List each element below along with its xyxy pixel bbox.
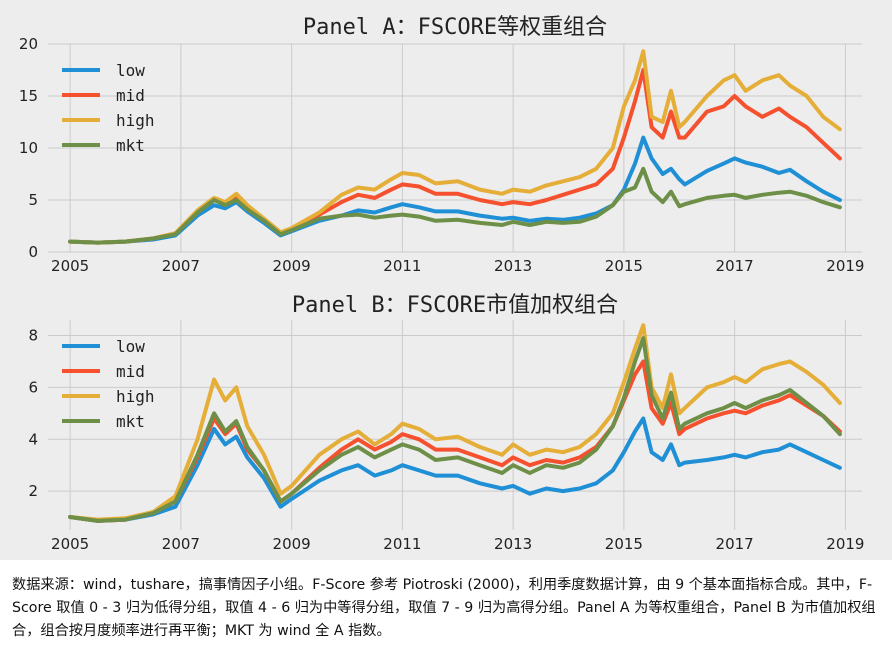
series-line-mkt (68, 336, 842, 523)
x-tick-label: 2013 (494, 257, 532, 275)
x-tick-label: 2019 (826, 535, 864, 553)
x-tick-label: 2009 (273, 257, 311, 275)
x-tick-label: 2005 (51, 257, 89, 275)
figure-caption: 数据来源：wind，tushare，搞事情因子小组。F-Score 参考 Pio… (12, 577, 876, 639)
legend: low mid high mkt (62, 61, 155, 155)
legend-label-mkt: mkt (116, 412, 145, 431)
x-tick-label: 2015 (605, 535, 643, 553)
legend-label-low: low (116, 337, 145, 356)
y-tick-label: 4 (28, 430, 38, 448)
panel-b: Panel B：FSCORE市值加权组合 2005 2007 2009 2011 2013… (28, 293, 864, 553)
y-tick-label: 20 (19, 35, 38, 53)
legend-label-mid: mid (116, 86, 145, 105)
x-tick-label: 2015 (605, 257, 643, 275)
y-tick-label: 0 (28, 243, 38, 261)
figure-background: Panel A：FSCORE等权重组合 2005 2007 2009 2011 2013 2… (0, 0, 892, 560)
legend-label-mkt: mkt (116, 136, 145, 155)
y-tick-label: 8 (28, 327, 38, 345)
x-tick-label: 2005 (51, 535, 89, 553)
y-tick-label: 15 (19, 87, 38, 105)
x-tick-label: 2007 (162, 257, 200, 275)
legend-label-low: low (116, 61, 145, 80)
series-line-mkt (68, 166, 842, 245)
series-line-high (68, 323, 842, 522)
x-tick-label: 2017 (716, 535, 754, 553)
legend-label-high: high (116, 387, 155, 406)
series-line-mid (68, 68, 842, 245)
series-line-mid (68, 359, 842, 523)
legend-label-high: high (116, 111, 155, 130)
series-line-high (68, 49, 842, 245)
y-tick-label: 2 (28, 482, 38, 500)
panel-title: Panel A：FSCORE等权重组合 (303, 15, 607, 40)
x-tick-label: 2011 (383, 535, 421, 553)
x-tick-label: 2017 (716, 257, 754, 275)
y-tick-label: 6 (28, 378, 38, 396)
x-tick-label: 2011 (383, 257, 421, 275)
x-tick-label: 2007 (162, 535, 200, 553)
y-tick-label: 5 (28, 191, 38, 209)
x-tick-label: 2013 (494, 535, 532, 553)
y-tick-label: 10 (19, 139, 38, 157)
legend: low mid high mkt (62, 337, 155, 431)
series-line-low (68, 416, 842, 523)
legend-label-mid: mid (116, 362, 145, 381)
x-tick-label: 2009 (273, 535, 311, 553)
x-tick-label: 2019 (826, 257, 864, 275)
panel-title: Panel B：FSCORE市值加权组合 (292, 293, 618, 318)
